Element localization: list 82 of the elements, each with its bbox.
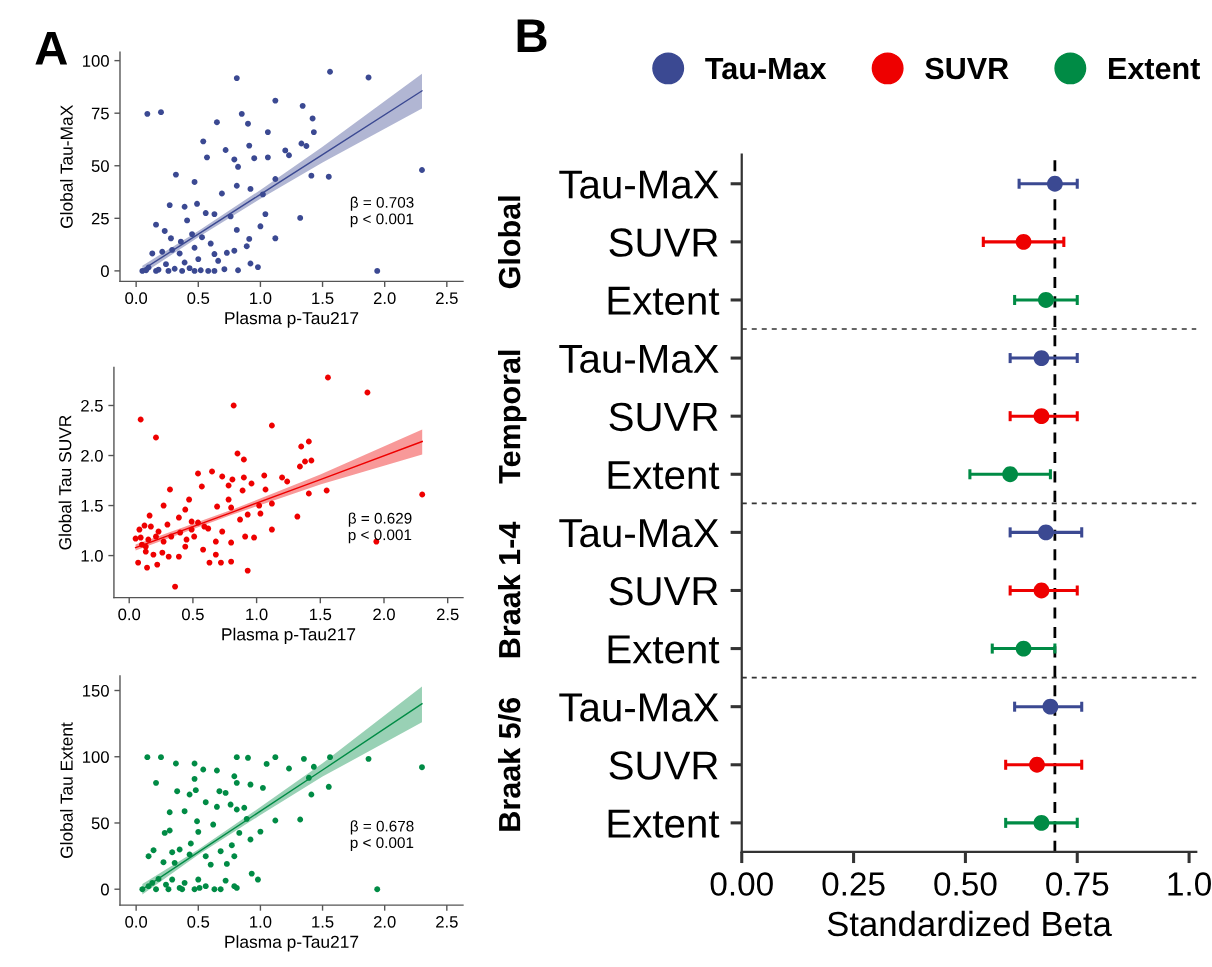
- legend-label: SUVR: [925, 57, 1009, 80]
- x-tick-label: 2.5: [436, 915, 458, 928]
- y-tick-label: SUVR: [609, 576, 718, 606]
- x-tick-label: 2.0: [373, 915, 396, 928]
- text: Temporal: [497, 350, 527, 484]
- point: [1029, 756, 1045, 773]
- y-tick-label: Tau-MaX: [559, 693, 719, 722]
- x-tick-label: 0.0: [125, 292, 148, 305]
- text: Braak 1-4: [497, 521, 521, 658]
- x-tick-label: 0.5: [187, 292, 210, 305]
- x-tick-label: 2.0: [373, 608, 395, 621]
- x-tick-label: 1.5: [312, 916, 334, 928]
- y-axis-title: Global Tau-MaX: [60, 105, 73, 229]
- x-tick-label: 2.5: [436, 608, 459, 621]
- x-axis-title: Plasma p-Tau217: [222, 627, 356, 644]
- x-tick-label: 0.5: [181, 608, 204, 621]
- y-tick-label: Extent: [608, 461, 720, 490]
- x-tick-label: 1.0: [250, 915, 272, 928]
- x-axis-title: Plasma p-Tau217: [225, 311, 359, 328]
- y-axis-title: Global Tau SUVR: [58, 415, 72, 550]
- annotation: β = 0.678: [350, 820, 414, 835]
- y-tick-label: Extent: [608, 635, 720, 664]
- x-tick-label: 0.50: [934, 872, 997, 896]
- annotation: β = 0.629: [348, 512, 412, 527]
- y-tick-label: SUVR: [609, 751, 718, 780]
- point: [1033, 582, 1050, 599]
- annotation: p < 0.001: [348, 529, 412, 544]
- x-tick-label: 1.5: [312, 292, 334, 305]
- x-tick-label: 1.0: [250, 292, 272, 305]
- y-axis-title: Global Tau Extent: [60, 722, 73, 859]
- y-tick-label: 150: [83, 684, 109, 697]
- annotation: p < 0.001: [350, 837, 414, 852]
- chart-title: B: [517, 19, 547, 52]
- point: [1038, 524, 1054, 541]
- point: [1002, 466, 1019, 483]
- y-tick-label: 2.0: [81, 449, 103, 462]
- x-tick-label: 1.0: [246, 608, 268, 621]
- y-tick-label: Extent: [608, 286, 720, 315]
- y-tick-label: 0: [100, 265, 109, 278]
- point: [1033, 408, 1050, 425]
- y-tick-label: 2.5: [81, 399, 103, 412]
- x-tick-label: 0.0: [125, 915, 148, 928]
- text: Braak 5/6: [497, 697, 521, 831]
- y-tick-label: 1.0: [81, 549, 103, 562]
- y-tick-label: Tau-MaX: [559, 519, 719, 548]
- x-axis-title: Standardized Beta: [827, 910, 1112, 937]
- x-tick-label: 0.25: [822, 872, 885, 896]
- x-tick-label: 0.0: [118, 608, 141, 621]
- y-tick-label: Tau-MaX: [559, 344, 719, 374]
- x-tick-label: 2.5: [436, 292, 458, 305]
- y-tick-label: Extent: [608, 809, 720, 838]
- y-tick-label: SUVR: [609, 228, 718, 257]
- y-tick-label: 0: [100, 883, 109, 896]
- point: [1046, 175, 1063, 192]
- y-tick-label: Tau-MaX: [559, 170, 719, 199]
- point: [1015, 233, 1032, 250]
- x-tick-label: 1.0: [1168, 872, 1211, 896]
- y-tick-label: 100: [83, 751, 109, 763]
- y-tick-label: 100: [83, 55, 109, 67]
- y-tick-label: 1.5: [81, 500, 103, 512]
- point: [1015, 640, 1032, 657]
- y-tick-label: 50: [91, 160, 109, 172]
- x-tick-label: 0.00: [710, 872, 773, 896]
- annotation: p < 0.001: [350, 213, 414, 228]
- x-tick-label: 1.5: [309, 608, 332, 621]
- x-tick-label: 0.5: [187, 915, 210, 928]
- y-tick-label: 50: [91, 817, 109, 830]
- point: [1033, 814, 1050, 831]
- x-axis-title: Plasma p-Tau217: [225, 935, 359, 952]
- x-tick-label: 0.75: [1046, 872, 1109, 896]
- y-tick-label: 75: [91, 107, 109, 120]
- legend-label: Extent: [1109, 58, 1200, 80]
- point: [1033, 350, 1050, 366]
- x-tick-label: 2.0: [373, 292, 396, 305]
- y-tick-label: SUVR: [609, 402, 718, 432]
- legend-label: Tau-Max: [705, 58, 827, 80]
- point: [1038, 292, 1054, 308]
- text: Global: [497, 196, 521, 289]
- chart-title: A: [35, 31, 68, 65]
- y-tick-label: 25: [91, 212, 109, 225]
- point: [1042, 698, 1059, 715]
- annotation: β = 0.703: [350, 196, 414, 211]
